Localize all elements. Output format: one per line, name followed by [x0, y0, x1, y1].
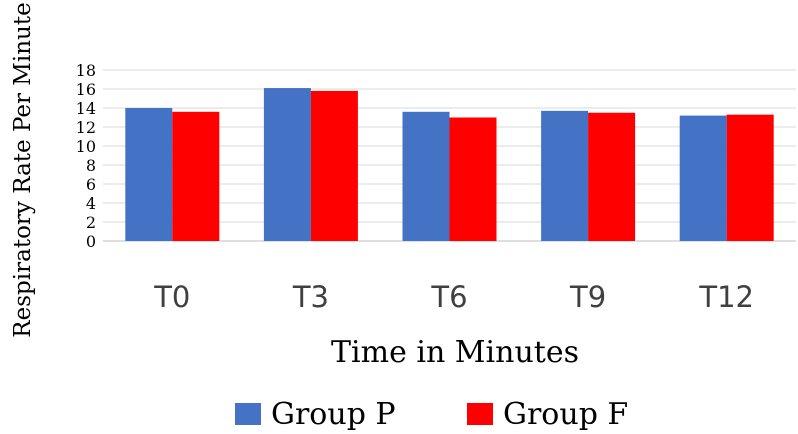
y-tick-label: 16 [76, 80, 96, 99]
bar-group-p-t3 [263, 88, 311, 241]
bar-group-p-t9 [541, 110, 589, 241]
bar-group-f-t3 [310, 90, 358, 242]
x-tick-label: T6 [430, 280, 467, 314]
x-tick-label: T12 [698, 280, 754, 314]
bar-group-f-t0 [172, 111, 220, 241]
y-tick-label: 6 [86, 175, 96, 194]
y-tick-label: 2 [86, 213, 96, 232]
bar-group-p-t0 [125, 108, 173, 241]
x-tick-label: T3 [292, 280, 329, 314]
legend-swatch [235, 403, 261, 425]
bar-group-f-t9 [588, 112, 636, 241]
y-tick-label: 0 [86, 232, 96, 251]
bar-group-p-t6 [402, 111, 450, 241]
x-tick-label: T9 [569, 280, 606, 314]
legend-label: Group P [271, 397, 396, 432]
bars [125, 88, 774, 242]
bar-group-f-t6 [449, 117, 497, 241]
y-tick-label: 10 [76, 137, 96, 156]
x-tick-label: T0 [153, 280, 190, 314]
bar-group-f-t12 [726, 114, 774, 241]
y-tick-label: 8 [86, 156, 96, 175]
y-tick-label: 18 [76, 61, 96, 80]
y-axis-label: Respiratory Rate Per Minute [10, 2, 36, 337]
legend-swatch [467, 403, 493, 425]
x-tick-labels: T0 T3 T6 T9 T12 [153, 280, 754, 314]
y-tick-label: 14 [76, 99, 96, 118]
bar-group-p-t12 [679, 115, 727, 241]
y-tick-label: 12 [76, 118, 96, 137]
legend: Group P Group F [235, 397, 628, 432]
x-axis-label: Time in Minutes [331, 335, 579, 370]
legend-label: Group F [503, 397, 628, 432]
y-tick-label: 4 [86, 194, 96, 213]
